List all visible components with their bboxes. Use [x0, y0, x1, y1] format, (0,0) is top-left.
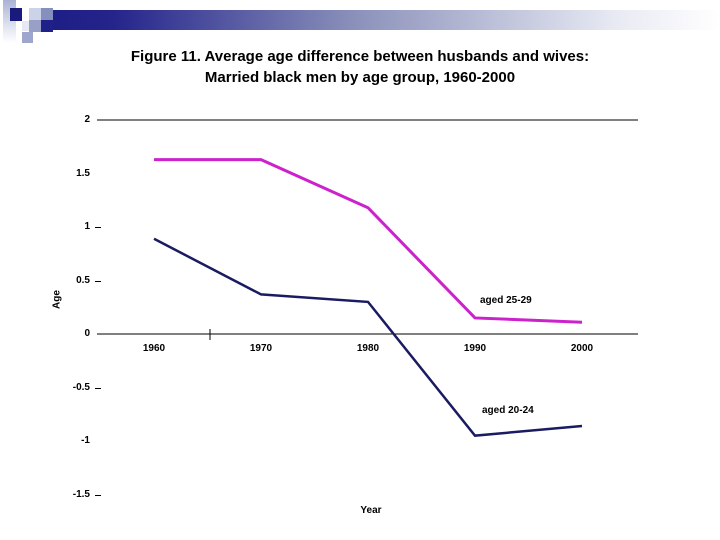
- chart-title-line-2: Married black men by age group, 1960-200…: [204, 69, 516, 86]
- x-axis-title: Year: [360, 505, 382, 516]
- series-label-aged-25-29: aged 25-29: [480, 295, 532, 306]
- deco-square: [22, 21, 29, 31]
- chart-title-line-1: Figure 11. Average age difference betwee…: [130, 48, 590, 65]
- header-gradient-bar: [53, 10, 720, 30]
- deco-square: [29, 20, 41, 32]
- chart-title: Figure 11. Average age difference betwee…: [60, 46, 660, 88]
- deco-square: [10, 8, 22, 21]
- y-axis-title: Age: [51, 290, 63, 309]
- series-label-aged-20-24: aged 20-24: [482, 405, 534, 416]
- deco-square: [41, 20, 53, 32]
- deco-square: [29, 8, 41, 20]
- series-line-aged-25-29: [154, 158, 583, 324]
- series-line-aged-20-24: [153, 237, 583, 437]
- deco-square: [41, 8, 53, 20]
- deco-square: [22, 32, 33, 43]
